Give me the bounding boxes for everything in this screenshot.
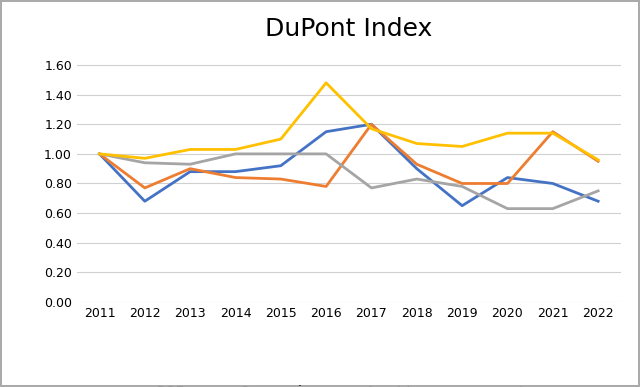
Asset turnover [95, 152, 103, 156]
Op margin [549, 129, 557, 134]
ROE [595, 199, 602, 204]
Asset turnover [323, 152, 330, 156]
Op margin [323, 184, 330, 189]
ROE [323, 129, 330, 134]
ROE [186, 170, 194, 174]
ROE [504, 175, 511, 180]
Leverage [232, 147, 239, 152]
ROE [141, 199, 148, 204]
Line: Op margin: Op margin [99, 124, 598, 188]
Leverage [413, 141, 420, 146]
Asset turnover [504, 206, 511, 211]
Leverage [595, 158, 602, 162]
Asset turnover [186, 162, 194, 166]
Leverage [141, 156, 148, 161]
Leverage [277, 137, 285, 141]
Legend: ROE, Op margin, Asset turnover, Leverage: ROE, Op margin, Asset turnover, Leverage [112, 379, 586, 387]
ROE [413, 166, 420, 171]
Asset turnover [413, 177, 420, 182]
Asset turnover [232, 152, 239, 156]
Asset turnover [277, 152, 285, 156]
ROE [95, 152, 103, 156]
Op margin [504, 181, 511, 186]
Line: ROE: ROE [99, 124, 598, 205]
Line: Leverage: Leverage [99, 83, 598, 160]
ROE [232, 170, 239, 174]
Op margin [458, 181, 466, 186]
Op margin [367, 122, 375, 127]
ROE [367, 122, 375, 127]
ROE [458, 203, 466, 208]
Leverage [186, 147, 194, 152]
Line: Asset turnover: Asset turnover [99, 154, 598, 209]
Asset turnover [549, 206, 557, 211]
Leverage [549, 131, 557, 135]
Op margin [186, 166, 194, 171]
Op margin [95, 152, 103, 156]
Leverage [504, 131, 511, 135]
Leverage [323, 80, 330, 85]
Leverage [95, 152, 103, 156]
ROE [549, 181, 557, 186]
Leverage [458, 144, 466, 149]
Op margin [141, 186, 148, 190]
ROE [277, 163, 285, 168]
Asset turnover [458, 184, 466, 189]
Op margin [277, 177, 285, 182]
Leverage [367, 127, 375, 131]
Op margin [232, 175, 239, 180]
Asset turnover [595, 188, 602, 193]
Title: DuPont Index: DuPont Index [265, 17, 433, 41]
Asset turnover [141, 161, 148, 165]
Asset turnover [367, 186, 375, 190]
Op margin [413, 162, 420, 166]
Op margin [595, 159, 602, 164]
